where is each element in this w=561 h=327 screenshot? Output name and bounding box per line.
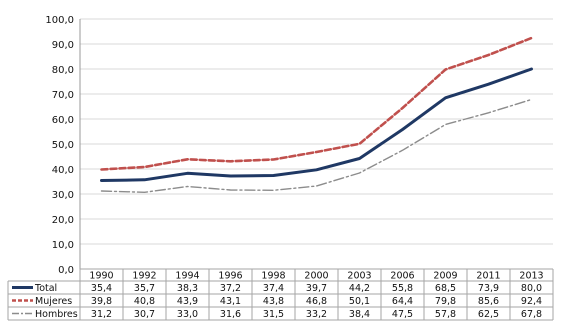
data-value-label: 55,8: [392, 283, 413, 294]
data-table: 1990 1992 1994 1996 1998 2000 2003 2006 2009 2011…: [7, 268, 554, 321]
data-value-label: 35,7: [134, 283, 155, 294]
data-value-label: 85,6: [478, 296, 499, 307]
series-line-hombres: [100, 98, 533, 194]
x-category-label: 1998: [261, 271, 285, 282]
data-value-label: 33,0: [177, 309, 198, 320]
data-value-label: 68,5: [435, 283, 456, 294]
series-line-total: [100, 67, 533, 182]
gridlines: [80, 18, 553, 270]
series-lines: [100, 36, 533, 194]
data-value-label: 67,8: [521, 309, 542, 320]
data-value-label: 40,8: [134, 296, 155, 307]
y-tick-label: 20,0: [52, 215, 74, 226]
x-category-label: 1990: [89, 271, 113, 282]
legend-label-total: Total: [34, 283, 57, 294]
legend-label-hombres: Hombres: [35, 309, 78, 320]
y-tick-label: 0,0: [58, 265, 74, 276]
y-tick-label: 100,0: [45, 15, 74, 26]
y-tick-label: 90,0: [52, 40, 74, 51]
data-value-label: 31,5: [263, 309, 284, 320]
y-tick-label: 30,0: [52, 190, 74, 201]
data-value-label: 50,1: [349, 296, 370, 307]
data-value-label: 73,9: [478, 283, 499, 294]
x-category-label: 1992: [132, 271, 156, 282]
series-line-mujeres: [100, 36, 533, 171]
x-category-label: 2003: [347, 271, 371, 282]
data-value-label: 37,2: [220, 283, 241, 294]
x-category-label: 1994: [175, 271, 199, 282]
x-category-label: 2009: [433, 271, 457, 282]
data-value-label: 57,8: [435, 309, 456, 320]
x-category-label: 2011: [476, 271, 500, 282]
data-value-label: 38,3: [177, 283, 198, 294]
data-value-label: 44,2: [349, 283, 370, 294]
data-value-label: 31,6: [220, 309, 241, 320]
data-value-label: 92,4: [521, 296, 542, 307]
data-value-label: 64,4: [392, 296, 413, 307]
data-value-label: 33,2: [306, 309, 327, 320]
data-value-label: 43,8: [263, 296, 284, 307]
data-value-label: 43,9: [177, 296, 198, 307]
data-value-label: 30,7: [134, 309, 155, 320]
y-tick-label: 40,0: [52, 165, 74, 176]
data-value-label: 79,8: [435, 296, 456, 307]
data-value-label: 39,8: [91, 296, 112, 307]
x-category-label: 1996: [218, 271, 242, 282]
y-tick-label: 10,0: [52, 240, 74, 251]
data-value-label: 62,5: [478, 309, 499, 320]
data-value-label: 31,2: [91, 309, 112, 320]
data-value-label: 39,7: [306, 283, 327, 294]
y-tick-label: 50,0: [52, 140, 74, 151]
y-tick-label: 80,0: [52, 65, 74, 76]
x-category-label: 2000: [304, 271, 328, 282]
data-value-label: 35,4: [91, 283, 112, 294]
legend-label-mujeres: Mujeres: [35, 296, 72, 307]
data-value-label: 80,0: [521, 283, 542, 294]
data-value-label: 37,4: [263, 283, 284, 294]
x-category-label: 2006: [390, 271, 414, 282]
y-axis: 0,0 10,0 20,0 30,0 40,0 50,0 60,0 70,0 80,0 90,0 1…: [45, 15, 81, 276]
y-tick-label: 60,0: [52, 115, 74, 126]
data-value-label: 46,8: [306, 296, 327, 307]
data-value-label: 38,4: [349, 309, 370, 320]
y-tick-label: 70,0: [52, 90, 74, 101]
x-category-label: 2013: [519, 271, 543, 282]
data-value-label: 43,1: [220, 296, 241, 307]
data-value-label: 47,5: [392, 309, 413, 320]
